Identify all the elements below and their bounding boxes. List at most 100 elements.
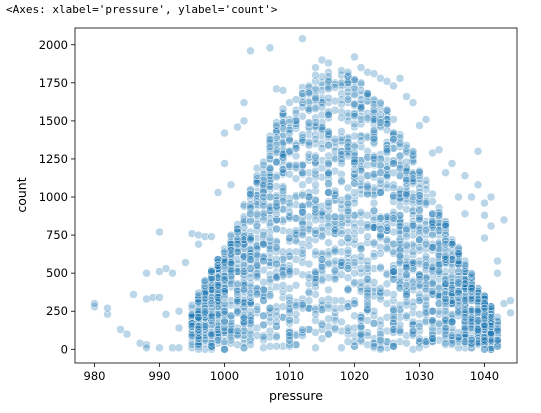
x-tick-label: 1020 xyxy=(340,369,369,383)
data-point xyxy=(233,326,242,336)
data-point xyxy=(447,317,457,327)
data-point xyxy=(376,320,385,330)
y-axis-label: count xyxy=(14,177,29,212)
data-point xyxy=(220,128,229,138)
data-point xyxy=(330,83,340,92)
data-point xyxy=(369,198,379,208)
data-point xyxy=(460,323,470,333)
data-point xyxy=(226,338,236,348)
data-point xyxy=(298,102,307,112)
data-point xyxy=(382,244,392,254)
data-point xyxy=(298,208,307,217)
data-point xyxy=(408,230,418,240)
data-point xyxy=(376,284,385,293)
data-point xyxy=(304,296,314,305)
data-point xyxy=(389,267,398,276)
data-point xyxy=(304,288,314,298)
data-point xyxy=(402,281,411,290)
data-point xyxy=(181,258,190,267)
data-point xyxy=(441,221,450,231)
y-tick-label: 2000 xyxy=(39,38,68,52)
data-point xyxy=(207,329,216,339)
x-tick-label: 1040 xyxy=(470,369,499,383)
data-point xyxy=(343,87,353,97)
data-point xyxy=(363,182,372,191)
output-repr-text: <Axes: xlabel='pressure', ylabel='count'… xyxy=(6,3,278,16)
data-point xyxy=(434,230,444,240)
data-point xyxy=(434,267,444,276)
data-point xyxy=(311,90,320,100)
data-point xyxy=(311,343,320,353)
data-point xyxy=(395,300,405,310)
data-point xyxy=(220,293,229,302)
data-point xyxy=(428,316,437,325)
data-point xyxy=(285,267,294,276)
data-point xyxy=(265,342,275,351)
data-point xyxy=(369,238,379,247)
data-point xyxy=(291,247,301,257)
data-point xyxy=(493,256,502,266)
data-point xyxy=(265,270,275,279)
data-point xyxy=(291,144,301,153)
data-point xyxy=(278,104,288,113)
data-point xyxy=(343,203,353,212)
data-point xyxy=(291,281,301,290)
data-point xyxy=(324,198,333,208)
data-point xyxy=(408,247,418,257)
data-point xyxy=(278,186,288,196)
data-point xyxy=(376,118,385,127)
data-point xyxy=(376,345,385,354)
data-point xyxy=(278,189,288,199)
data-point xyxy=(350,165,359,174)
data-point xyxy=(337,229,346,238)
data-point xyxy=(265,142,275,152)
data-point xyxy=(291,160,301,170)
data-point xyxy=(447,331,457,340)
data-point xyxy=(356,208,366,217)
data-point xyxy=(278,86,288,95)
data-point xyxy=(395,313,405,322)
data-point xyxy=(272,332,281,342)
data-point xyxy=(343,142,353,152)
data-point xyxy=(376,104,385,113)
data-point xyxy=(207,232,216,241)
data-point xyxy=(356,329,366,339)
data-point xyxy=(285,201,294,211)
data-point xyxy=(480,211,489,220)
data-point xyxy=(200,276,210,286)
data-point xyxy=(337,89,346,98)
data-point xyxy=(356,211,366,220)
data-point xyxy=(356,244,366,254)
data-point xyxy=(376,98,385,107)
data-point xyxy=(278,281,288,290)
data-point xyxy=(460,209,470,219)
data-point xyxy=(343,329,353,339)
data-point xyxy=(330,275,340,284)
data-point xyxy=(317,163,327,173)
data-point xyxy=(259,256,268,266)
data-point xyxy=(382,147,392,156)
data-point xyxy=(369,154,379,164)
data-point xyxy=(415,281,424,290)
data-point xyxy=(239,285,249,295)
data-point xyxy=(304,118,314,127)
data-point xyxy=(376,188,385,197)
data-point xyxy=(350,239,359,249)
data-point xyxy=(311,247,320,257)
data-point xyxy=(317,223,327,232)
data-point xyxy=(395,151,405,161)
data-point xyxy=(402,246,411,255)
data-point xyxy=(369,252,379,261)
data-point xyxy=(343,192,353,202)
data-point xyxy=(207,278,216,287)
data-point xyxy=(389,264,398,273)
data-point xyxy=(285,233,294,243)
data-point xyxy=(272,224,281,234)
data-point xyxy=(343,112,353,121)
data-point xyxy=(259,343,268,353)
data-point xyxy=(441,252,450,261)
data-point xyxy=(246,313,255,322)
data-point xyxy=(233,122,242,132)
data-point xyxy=(382,110,392,120)
data-point xyxy=(343,337,353,346)
